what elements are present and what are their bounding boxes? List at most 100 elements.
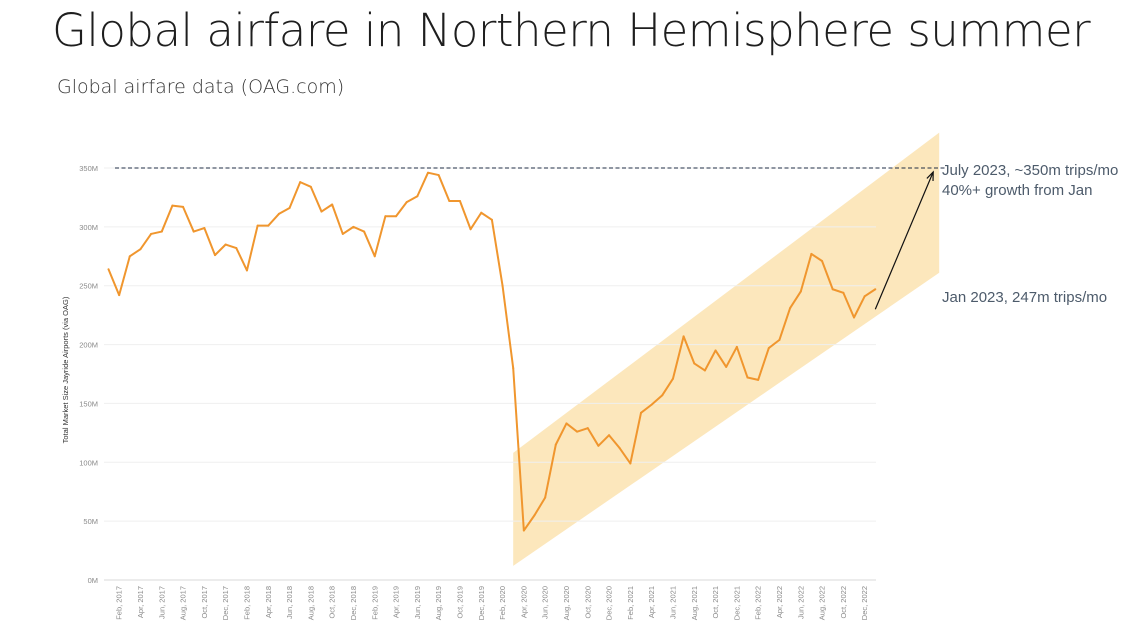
data-point [640, 411, 642, 414]
y-tick-label: 100M [79, 458, 98, 467]
data-point [139, 248, 142, 251]
data-point [629, 462, 632, 465]
data-point [757, 378, 760, 381]
data-point [160, 230, 163, 233]
x-tick-label: Dec, 2020 [605, 586, 614, 620]
chart-subtitle: Global airfare data (OAG.com) [57, 76, 345, 98]
x-tick-label: Feb, 2019 [370, 586, 379, 620]
y-axis-title: Total Market Size Jayride Airports (via … [61, 296, 70, 443]
data-point [693, 362, 696, 365]
data-point [661, 394, 664, 397]
annotation-line: July 2023, ~350m trips/mo [942, 162, 1118, 179]
x-tick-label: Dec, 2018 [349, 586, 358, 620]
x-tick-label: Aug, 2018 [306, 586, 315, 620]
data-point [597, 444, 600, 447]
data-point [448, 199, 451, 202]
data-point [874, 288, 877, 291]
data-point [522, 529, 525, 532]
data-point [714, 349, 717, 352]
data-point [203, 227, 206, 230]
data-point [608, 434, 611, 437]
x-tick-label: Apr, 2022 [775, 586, 784, 618]
data-point [618, 447, 621, 450]
data-point [842, 291, 845, 294]
data-point [565, 422, 568, 425]
data-point [725, 365, 728, 368]
data-point [214, 254, 216, 257]
data-point [245, 269, 248, 272]
data-point [778, 338, 781, 341]
data-point [480, 211, 483, 214]
x-tick-label: Jun, 2019 [413, 586, 422, 619]
data-point [427, 171, 429, 174]
data-point [437, 174, 440, 177]
data-point [458, 199, 461, 202]
data-point [416, 195, 419, 198]
data-point [192, 230, 195, 233]
data-point [277, 212, 280, 215]
x-tick-label: Aug, 2021 [690, 586, 699, 620]
x-tick-label: Dec, 2019 [477, 586, 486, 620]
data-point [182, 205, 185, 208]
y-tick-label: 50M [83, 517, 98, 526]
data-point [554, 443, 557, 446]
data-point [299, 181, 302, 184]
data-point [107, 268, 110, 271]
x-tick-label: Aug, 2022 [818, 586, 827, 620]
data-point [799, 290, 802, 293]
data-point [341, 232, 344, 235]
x-tick-label: Feb, 2017 [115, 586, 124, 620]
data-point [118, 294, 121, 297]
data-point [703, 369, 706, 372]
data-point [150, 232, 153, 235]
x-tick-label: Feb, 2018 [242, 586, 251, 620]
data-point [363, 230, 366, 233]
chart-title: Global airfare in Northern Hemisphere su… [52, 4, 1091, 57]
data-point [352, 225, 355, 228]
x-tick-label: Jun, 2017 [157, 586, 166, 619]
data-point [331, 203, 334, 206]
x-tick-label: Dec, 2022 [860, 586, 869, 620]
y-tick-label: 200M [79, 341, 98, 350]
x-tick-label: Jun, 2018 [285, 586, 294, 619]
data-point [512, 367, 515, 370]
data-point [288, 207, 291, 210]
x-tick-label: Apr, 2020 [519, 586, 528, 618]
data-point [746, 376, 749, 379]
annotation-line: Jan 2023, 247m trips/mo [942, 289, 1107, 306]
x-tick-label: Dec, 2017 [221, 586, 230, 620]
data-point [405, 201, 408, 204]
x-tick-label: Oct, 2018 [328, 586, 337, 619]
x-tick-label: Feb, 2022 [754, 586, 763, 620]
data-point [490, 218, 493, 221]
x-tick-label: Jun, 2022 [796, 586, 805, 619]
x-tick-label: Apr, 2021 [647, 586, 656, 618]
x-tick-label: Oct, 2017 [200, 586, 209, 619]
annotation-jan-2023: Jan 2023, 247m trips/mo [942, 289, 1107, 306]
data-point [395, 215, 398, 218]
data-point [384, 215, 387, 218]
x-tick-label: Aug, 2020 [562, 586, 571, 620]
data-point [735, 345, 738, 348]
data-point [831, 288, 834, 291]
data-point [256, 224, 259, 227]
data-point [671, 377, 674, 380]
x-tick-label: Dec, 2021 [732, 586, 741, 620]
data-point [501, 284, 504, 287]
data-point [863, 295, 866, 298]
data-point [373, 255, 376, 258]
growth-channel-band [513, 132, 940, 566]
data-point [469, 228, 472, 231]
annotation-line: 40%+ growth from Jan [942, 182, 1093, 199]
x-tick-label: Apr, 2019 [392, 586, 401, 618]
x-tick-label: Feb, 2021 [626, 586, 635, 620]
x-tick-label: Jun, 2021 [668, 586, 677, 619]
x-tick-label: Aug, 2017 [179, 586, 188, 620]
x-tick-label: Apr, 2017 [136, 586, 145, 618]
data-point [533, 514, 536, 517]
data-point [810, 252, 813, 255]
data-point [682, 335, 685, 338]
growth-arrow-head [926, 170, 934, 182]
data-point [309, 185, 312, 188]
